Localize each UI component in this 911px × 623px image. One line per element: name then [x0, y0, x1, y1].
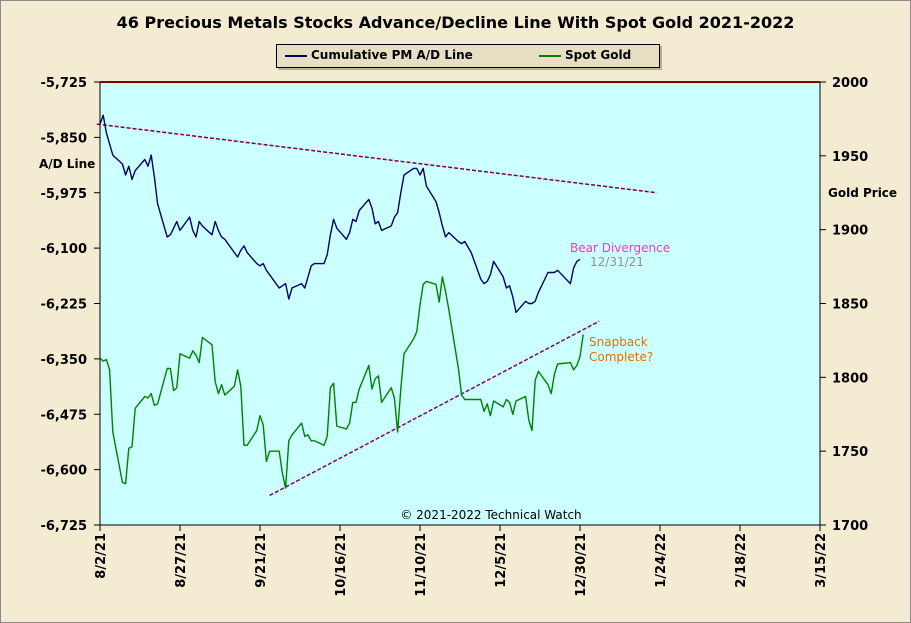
x-tick-label: 8/2/21 — [94, 533, 109, 579]
y-axis-left-label: A/D Line — [39, 157, 95, 171]
x-tick-label: 8/27/21 — [174, 533, 189, 588]
series-line-ad — [99, 114, 581, 314]
y-right-tick-label: 1750 — [832, 445, 868, 460]
plot-area — [99, 81, 821, 526]
x-tick-label: 12/5/21 — [494, 533, 509, 588]
y-right-tick-label: 1950 — [832, 150, 868, 165]
x-tick-label: 1/24/22 — [654, 533, 669, 588]
y-left-tick-label: -6,600 — [40, 464, 87, 479]
legend-label-spot-gold: Spot Gold — [565, 48, 632, 62]
y-left-tick-label: -6,475 — [40, 408, 87, 423]
legend-label-ad-line: Cumulative PM A/D Line — [311, 48, 473, 62]
trendline-0 — [96, 123, 657, 194]
y-left-tick-label: -6,100 — [40, 242, 87, 257]
x-tick-label: 2/18/22 — [734, 533, 749, 588]
legend-swatch-spot-gold — [539, 54, 561, 57]
x-tick-label: 3/15/22 — [814, 533, 829, 588]
y-left-tick-label: -5,725 — [40, 76, 87, 91]
y-left-tick-label: -5,975 — [40, 187, 87, 202]
y-left-tick-label: -5,850 — [40, 131, 87, 146]
annotation-bear-divergence: Bear Divergence — [570, 241, 670, 255]
y-right-tick-label: 1800 — [832, 371, 868, 386]
chart-title: 46 Precious Metals Stocks Advance/Declin… — [116, 13, 795, 32]
annotation-snapback: Snapback — [589, 335, 648, 349]
y-right-tick-label: 1900 — [832, 224, 868, 239]
y-left-tick-label: -6,725 — [40, 519, 87, 534]
x-tick-label: 12/30/21 — [574, 533, 589, 597]
y-right-tick-label: 1850 — [832, 298, 868, 313]
y-left-tick-label: -6,225 — [40, 298, 87, 313]
legend: Cumulative PM A/D Line Spot Gold — [276, 44, 660, 68]
legend-swatch-ad-line — [285, 54, 307, 57]
y-right-tick-label: 1700 — [832, 519, 868, 534]
legend-item-spot-gold: Spot Gold — [539, 48, 631, 62]
y-left-tick-label: -6,350 — [40, 353, 87, 368]
trendline-1 — [269, 320, 600, 497]
series-line-gold — [99, 276, 584, 489]
legend-item-ad-line: Cumulative PM A/D Line — [285, 48, 473, 62]
y-right-tick-label: 2000 — [832, 76, 868, 91]
annotation-date: 12/31/21 — [590, 255, 644, 269]
copyright-text: © 2021-2022 Technical Watch — [400, 508, 581, 522]
x-tick-label: 11/10/21 — [414, 533, 429, 597]
annotation-complete: Complete? — [589, 350, 653, 364]
x-tick-label: 10/16/21 — [334, 533, 349, 597]
x-tick-label: 9/21/21 — [254, 533, 269, 588]
y-axis-right-label: Gold Price — [828, 186, 897, 200]
